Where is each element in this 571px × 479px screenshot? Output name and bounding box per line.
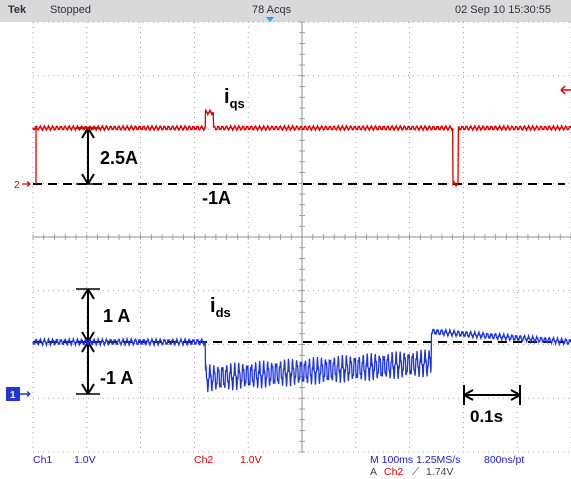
ch1-marker: 1 [10,390,16,401]
brand-label: Tek [8,4,27,16]
ids-label: ids [210,295,231,320]
ch1-marker-box [6,387,20,401]
ch2-marker-arrow [22,181,31,187]
acquisition-count: 78 Acqs [252,4,292,16]
trigger-slope-icon: ⟋ [412,466,420,478]
trigger-level: 1.74V [426,466,454,478]
timebase-readout: M 100ms 1.25MS/s [370,454,461,466]
step-arrow-bottom-upper-head-top [81,288,95,300]
ch2-label: Ch2 [194,454,214,466]
ch1-label: Ch1 [33,454,53,466]
step-top-label: 2.5A [100,148,139,168]
graticule [32,17,571,453]
timestamp: 02 Sep 10 15:30:55 [455,4,552,16]
ch2-scale: 1.0V [240,454,262,466]
status-bar: Tek Stopped 78 Acqs 02 Sep 10 15:30:55 [0,0,571,22]
step-arrow-top-head-bottom [81,173,95,185]
channel-markers: 21 [6,180,31,401]
record-length: 800ns/pt [484,454,525,466]
trigger-source: Ch2 [384,466,404,478]
ref-top-label: -1A [202,188,232,208]
ch2-marker: 2 [14,180,20,191]
iqs-trace [32,108,571,188]
acquisition-status: Stopped [50,4,91,16]
waveform-traces [32,108,571,393]
annotation-graphics [33,127,565,405]
time-scale-arrows [463,389,521,401]
iqs-label: iqs [224,86,245,111]
trigger-prefix: A [370,466,378,478]
ch1-scale: 1.0V [74,454,96,466]
ref-bottom-label: -1 A [100,368,134,388]
time-scale-label: 0.1s [470,407,504,426]
trigger-position-icon [266,17,274,22]
step-bottom-label: 1 A [103,306,131,326]
ids-trace [32,327,571,393]
scope-readout: Ch1 1.0V Ch2 1.0V M 100ms 1.25MS/s 800ns… [0,452,571,479]
step-arrow-bottom-lower-head-bottom [81,383,95,395]
trigger-level-icon [560,85,571,95]
ch1-marker-arrow [20,390,31,398]
